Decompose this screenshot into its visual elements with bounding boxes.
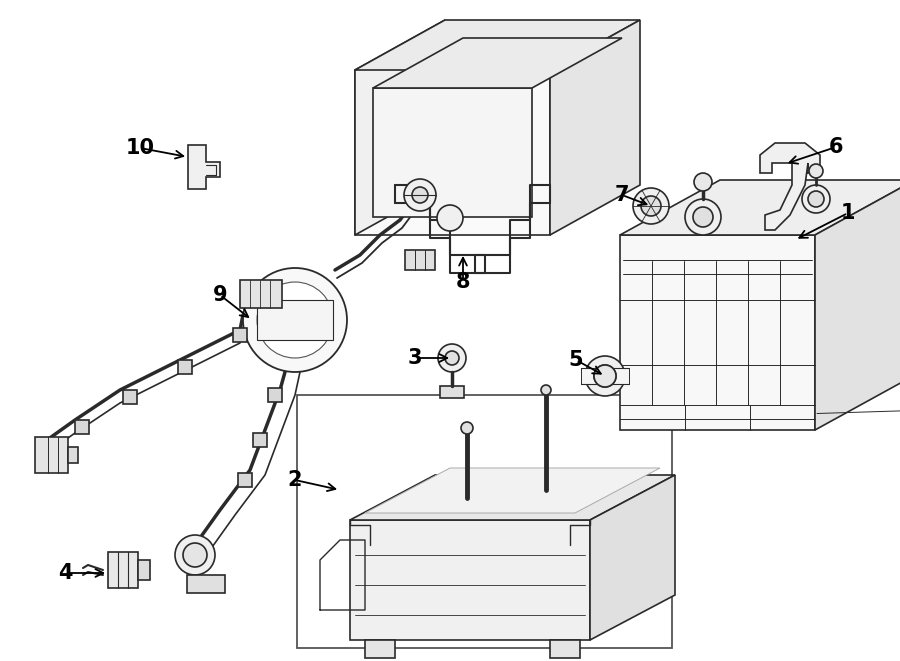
Text: 7: 7 xyxy=(615,185,629,205)
Polygon shape xyxy=(355,20,445,235)
Circle shape xyxy=(183,543,207,567)
Polygon shape xyxy=(355,20,640,70)
Polygon shape xyxy=(590,475,675,640)
Polygon shape xyxy=(365,468,660,513)
Circle shape xyxy=(694,173,712,191)
Polygon shape xyxy=(620,180,900,235)
Polygon shape xyxy=(68,447,78,463)
Polygon shape xyxy=(405,250,435,270)
Text: 9: 9 xyxy=(212,285,228,305)
Text: 4: 4 xyxy=(58,563,72,583)
Polygon shape xyxy=(257,300,333,340)
Circle shape xyxy=(802,185,830,213)
Circle shape xyxy=(412,187,428,203)
Polygon shape xyxy=(187,575,225,593)
Circle shape xyxy=(404,179,436,211)
Circle shape xyxy=(585,356,625,396)
Polygon shape xyxy=(760,143,820,230)
Polygon shape xyxy=(355,70,550,235)
Circle shape xyxy=(175,535,215,575)
Circle shape xyxy=(243,268,347,372)
Polygon shape xyxy=(373,88,532,217)
Polygon shape xyxy=(350,520,590,640)
Circle shape xyxy=(445,351,459,365)
Circle shape xyxy=(685,199,721,235)
Polygon shape xyxy=(138,560,150,580)
Polygon shape xyxy=(123,390,137,404)
Polygon shape xyxy=(550,20,640,235)
Text: 10: 10 xyxy=(125,138,155,158)
Polygon shape xyxy=(178,360,192,374)
Polygon shape xyxy=(268,388,282,402)
Circle shape xyxy=(594,365,616,387)
Bar xyxy=(297,395,672,648)
Circle shape xyxy=(541,385,551,395)
Text: 8: 8 xyxy=(455,272,470,292)
Circle shape xyxy=(809,164,823,178)
Polygon shape xyxy=(350,475,675,520)
Circle shape xyxy=(641,196,661,216)
Circle shape xyxy=(808,191,824,207)
Polygon shape xyxy=(240,280,282,308)
Polygon shape xyxy=(35,437,68,473)
Polygon shape xyxy=(108,552,138,588)
Polygon shape xyxy=(188,145,220,189)
Circle shape xyxy=(693,207,713,227)
Text: 2: 2 xyxy=(288,470,302,490)
Text: 6: 6 xyxy=(829,137,843,157)
Circle shape xyxy=(257,282,333,358)
Polygon shape xyxy=(373,38,622,88)
Polygon shape xyxy=(620,235,815,430)
Circle shape xyxy=(594,365,616,387)
Polygon shape xyxy=(238,473,252,487)
Polygon shape xyxy=(581,368,629,384)
Polygon shape xyxy=(233,328,247,342)
Polygon shape xyxy=(550,640,580,658)
Text: 1: 1 xyxy=(841,203,855,223)
Polygon shape xyxy=(75,420,89,434)
Polygon shape xyxy=(440,386,464,398)
Circle shape xyxy=(438,344,466,372)
Polygon shape xyxy=(815,180,900,430)
Circle shape xyxy=(633,188,669,224)
Text: 5: 5 xyxy=(569,350,583,370)
Circle shape xyxy=(437,205,463,231)
Polygon shape xyxy=(253,433,267,447)
Text: 3: 3 xyxy=(408,348,422,368)
Circle shape xyxy=(461,422,473,434)
Polygon shape xyxy=(365,640,395,658)
